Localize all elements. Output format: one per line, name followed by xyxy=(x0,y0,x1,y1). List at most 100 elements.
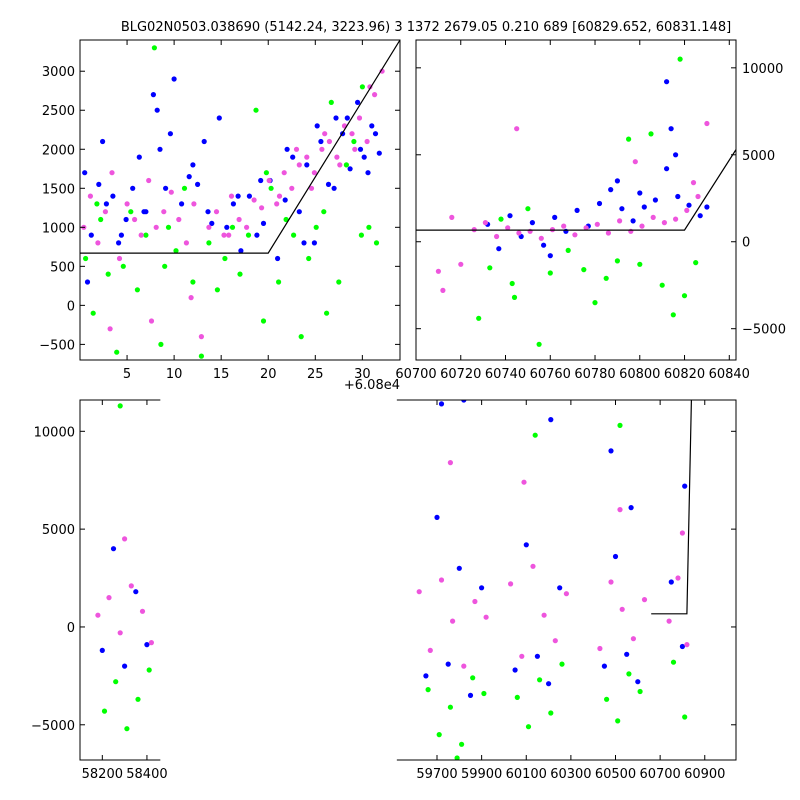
data-point-green xyxy=(511,294,518,300)
data-point-green xyxy=(120,263,126,269)
data-point-magenta xyxy=(337,162,343,168)
data-point-blue xyxy=(697,213,703,219)
y-tick-label: 0 xyxy=(67,621,75,636)
data-point-green xyxy=(162,263,168,269)
data-point-green xyxy=(359,84,365,90)
x-tick-label: 60500 xyxy=(595,767,636,782)
data-point-blue xyxy=(84,279,91,285)
data-point-green xyxy=(559,661,565,667)
data-point-magenta xyxy=(124,201,130,207)
data-point-green xyxy=(143,232,149,238)
y-tick-label: 1000 xyxy=(42,221,75,236)
data-point-magenta xyxy=(281,170,287,176)
data-point-blue xyxy=(179,201,185,207)
data-point-magenta xyxy=(641,597,648,603)
data-point-green xyxy=(306,255,312,262)
data-point-magenta xyxy=(516,230,522,236)
data-point-magenta xyxy=(352,146,358,152)
x-tick-label: 30 xyxy=(354,367,371,382)
data-point-green xyxy=(626,671,632,677)
data-point-green xyxy=(90,310,96,316)
data-point-blue xyxy=(438,401,445,407)
x-tick-label: 10 xyxy=(166,367,183,382)
data-point-green xyxy=(206,240,212,246)
data-point-blue xyxy=(664,166,670,172)
data-point-magenta xyxy=(213,209,220,215)
data-point-magenta xyxy=(116,255,123,262)
data-point-green xyxy=(532,432,538,438)
data-point-blue xyxy=(596,200,603,207)
data-point-magenta xyxy=(630,636,637,642)
data-point-green xyxy=(470,675,476,681)
data-point-blue xyxy=(547,253,553,259)
data-point-magenta xyxy=(128,583,134,589)
y-tick-label: −5000 xyxy=(742,323,786,338)
data-point-green xyxy=(637,688,643,695)
data-point-green xyxy=(614,258,621,264)
data-point-green xyxy=(336,279,342,285)
data-point-magenta xyxy=(530,563,536,569)
data-point-green xyxy=(351,138,357,145)
data-point-blue xyxy=(96,181,102,187)
data-point-magenta xyxy=(684,207,690,213)
data-point-magenta xyxy=(191,201,197,207)
data-point-green xyxy=(105,271,111,277)
data-point-blue xyxy=(282,197,288,203)
data-point-magenta xyxy=(632,159,638,165)
data-point-magenta xyxy=(266,177,272,184)
data-point-magenta xyxy=(684,642,690,648)
x-tick-label: 5 xyxy=(123,367,131,382)
y-tick-label: 10000 xyxy=(742,62,783,77)
data-point-blue xyxy=(479,585,485,591)
data-point-magenta xyxy=(251,197,257,203)
data-point-green xyxy=(603,275,609,281)
data-point-blue xyxy=(372,131,379,137)
data-point-green xyxy=(313,224,319,230)
data-point-blue xyxy=(552,214,558,220)
data-point-blue xyxy=(668,579,674,585)
data-point-blue xyxy=(496,246,502,252)
data-point-magenta xyxy=(122,536,128,542)
x-tick-label: 60100 xyxy=(506,767,547,782)
data-point-blue xyxy=(254,232,260,238)
y-tick-label: 0 xyxy=(742,236,750,251)
data-point-magenta xyxy=(427,647,433,654)
data-point-blue xyxy=(209,220,215,226)
data-point-magenta xyxy=(461,663,467,669)
data-point-blue xyxy=(246,193,252,199)
data-point-magenta xyxy=(563,591,570,597)
data-point-green xyxy=(124,726,130,732)
data-point-magenta xyxy=(168,189,174,195)
x-tick-label: 60800 xyxy=(619,367,660,382)
data-point-magenta xyxy=(259,205,265,211)
data-point-magenta xyxy=(704,120,710,127)
panel-bottom: 58200 58400 59700 59900 60100 60300 60500 60700… xyxy=(31,399,737,782)
y-tick-label: −5000 xyxy=(31,719,75,734)
data-point-blue xyxy=(144,642,150,648)
data-point-green xyxy=(190,279,196,285)
axes-frame xyxy=(415,39,737,361)
bottom-plot-area xyxy=(95,400,690,760)
data-point-magenta xyxy=(561,223,567,229)
data-point-magenta xyxy=(505,225,511,231)
data-point-blue xyxy=(216,115,222,121)
data-point-green xyxy=(165,224,172,230)
data-point-green xyxy=(98,216,104,223)
data-point-green xyxy=(447,704,453,710)
data-point-blue xyxy=(230,201,236,207)
data-point-blue xyxy=(205,209,211,215)
data-point-green xyxy=(260,318,267,324)
data-point-magenta xyxy=(236,216,242,223)
data-point-green xyxy=(615,718,621,724)
data-point-blue xyxy=(141,209,147,215)
data-point-magenta xyxy=(639,223,645,229)
data-point-green xyxy=(113,679,119,685)
data-point-green xyxy=(670,659,677,665)
data-point-magenta xyxy=(508,581,514,587)
data-point-magenta xyxy=(228,193,235,199)
data-point-green xyxy=(509,280,515,287)
data-point-blue xyxy=(628,505,634,511)
data-point-blue xyxy=(331,185,337,191)
data-point-blue xyxy=(133,589,139,595)
data-point-blue xyxy=(318,138,324,145)
